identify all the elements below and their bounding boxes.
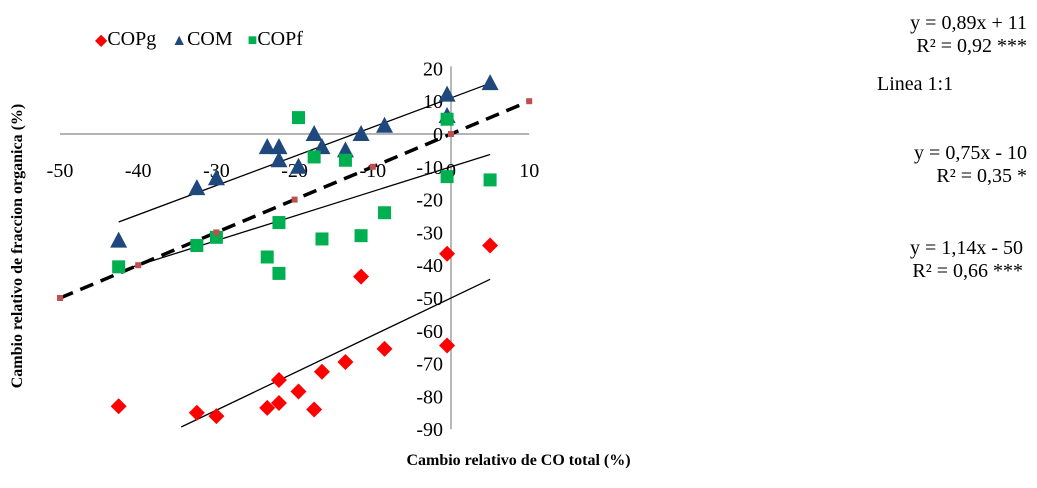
copg-point (110, 398, 127, 415)
copg-point (353, 268, 370, 285)
com-point (313, 138, 331, 155)
copg-point (270, 372, 287, 388)
identity-point (526, 98, 533, 105)
y-tick-label: 10 (423, 91, 443, 113)
com-point (481, 74, 499, 91)
y-tick-label: -50 (416, 288, 443, 310)
diamond-icon: ◆ (95, 32, 108, 49)
triangle-icon: ▲ (171, 32, 188, 49)
copf-point (315, 232, 329, 246)
copf-point (260, 250, 274, 264)
equation-com-line: y = 0,89x + 11 (910, 12, 1027, 34)
x-tick-label: -40 (125, 160, 152, 182)
square-icon: ■ (247, 32, 258, 49)
y-tick-label: -70 (416, 354, 443, 376)
copf-point (483, 173, 497, 187)
equation-copg-line: y = 1,14x - 50 (910, 237, 1023, 259)
copg-point (208, 408, 225, 425)
com-point (258, 138, 276, 155)
copg-point (376, 340, 393, 357)
trendline-com (118, 82, 491, 223)
identity-point (57, 295, 63, 301)
equation-copg: y = 1,14x - 50 R² = 0,66 *** (910, 237, 1023, 283)
legend-item-copg: ◆COPg (95, 28, 156, 50)
equation-copf-r2: R² = 0,35 * (936, 165, 1027, 187)
equation-copf: y = 0,75x - 10 R² = 0,35 * (914, 142, 1027, 188)
copf-point (272, 266, 286, 280)
legend-item-com: ▲COM (171, 28, 232, 50)
com-point (188, 179, 206, 196)
com-point (376, 116, 394, 133)
copf-point (209, 230, 223, 244)
com-point (290, 157, 308, 174)
copf-point (112, 260, 126, 274)
copg-point (270, 394, 287, 411)
copf-point (292, 111, 306, 125)
com-point (207, 169, 225, 186)
copf-point (307, 150, 321, 164)
copg-point (313, 363, 330, 380)
identity-point (135, 262, 142, 269)
com-point (270, 138, 288, 155)
com-point (110, 231, 128, 248)
y-axis-label: Cambio relativo de fraccion organica (%) (9, 103, 26, 389)
legend-label-copg: COPg (107, 28, 157, 50)
identity-line-label: Linea 1:1 (877, 73, 954, 95)
identity-point (213, 229, 220, 236)
y-tick-label: 0 (433, 124, 443, 146)
copg-point (439, 245, 456, 262)
copg-point (259, 399, 276, 416)
copg-point (337, 353, 354, 370)
com-point (336, 141, 354, 158)
com-point (438, 85, 456, 102)
x-tick-label: -50 (47, 160, 74, 182)
legend-item-copf: ■COPf (248, 28, 303, 50)
y-tick-label: -60 (416, 321, 443, 343)
com-point (270, 151, 288, 168)
legend: ◆COPg ▲COM ■COPf (95, 28, 313, 51)
identity-point (369, 163, 376, 170)
trendline-copf (118, 153, 491, 272)
legend-label-copf: COPf (257, 28, 303, 50)
identity-point (291, 196, 298, 203)
copf-point (378, 206, 392, 220)
y-tick-label: -20 (416, 190, 443, 212)
com-point (305, 125, 323, 141)
x-tick-label: -10 (359, 160, 386, 182)
copg-point (439, 337, 456, 354)
identity-point (448, 131, 454, 137)
x-axis-label: Cambio relativo de CO total (%) (406, 452, 631, 469)
copf-point (190, 239, 204, 253)
copg-point (306, 401, 323, 418)
x-tick-label: 10 (519, 160, 539, 182)
copf-point (440, 170, 454, 184)
trendline-copg (180, 278, 491, 428)
equation-copf-line: y = 0,75x - 10 (914, 142, 1027, 164)
copg-point (188, 404, 205, 421)
copf-point (272, 216, 286, 230)
y-tick-label: 20 (423, 58, 443, 80)
equation-copg-r2: R² = 0,66 *** (912, 260, 1023, 282)
copf-point (338, 153, 352, 167)
copf-point (440, 112, 454, 126)
y-tick-label: -80 (416, 386, 443, 408)
equation-com: y = 0,89x + 11 R² = 0,92 *** (910, 12, 1027, 58)
y-tick-label: -10 (416, 157, 443, 179)
y-tick-label: -40 (416, 255, 443, 277)
equation-com-r2: R² = 0,92 *** (916, 35, 1027, 57)
com-point (352, 125, 370, 141)
y-tick-label: -90 (416, 419, 443, 441)
legend-label-com: COM (187, 28, 233, 50)
y-tick-label: -30 (416, 222, 443, 244)
copf-point (354, 229, 368, 243)
copg-point (290, 383, 307, 400)
copg-point (482, 237, 499, 254)
